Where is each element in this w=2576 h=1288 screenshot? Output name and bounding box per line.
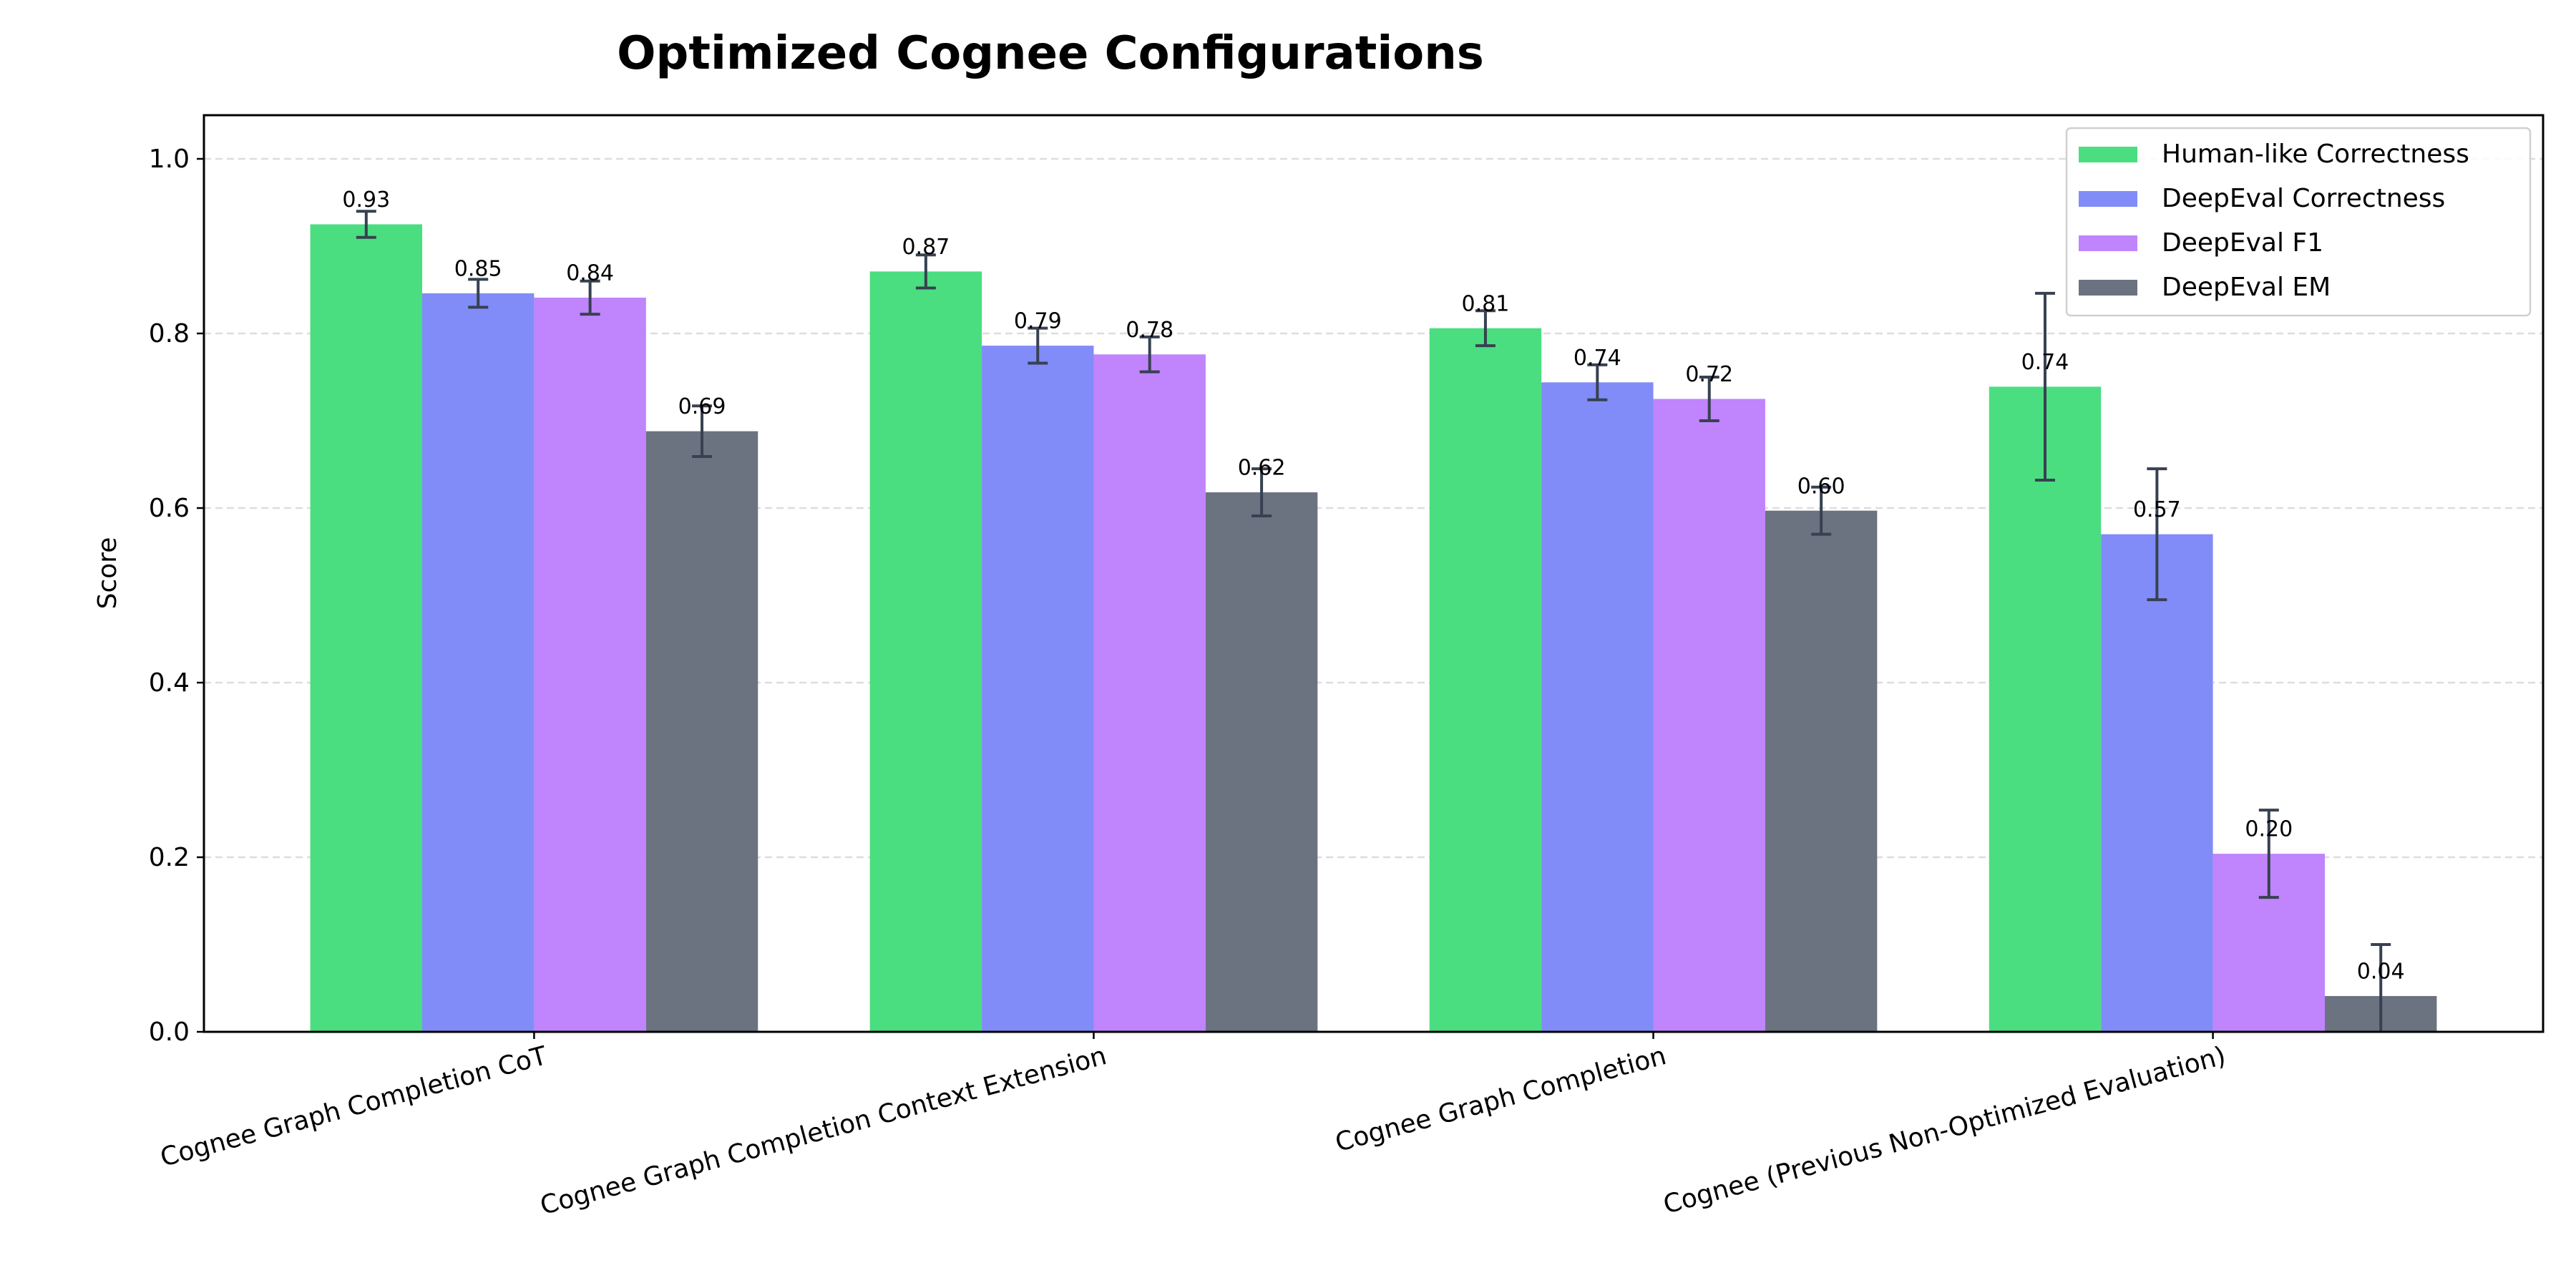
- legend-swatch: [2079, 235, 2137, 251]
- value-label: 0.20: [2245, 817, 2293, 842]
- bar: [2101, 534, 2213, 1032]
- y-tick-label: 0.8: [149, 319, 190, 348]
- bar: [422, 293, 535, 1032]
- legend-label: Human-like Correctness: [2162, 140, 2469, 169]
- legend-swatch: [2079, 280, 2137, 296]
- legend-swatch: [2079, 191, 2137, 207]
- bar: [982, 346, 1094, 1033]
- y-tick-label: 0.0: [149, 1018, 190, 1047]
- bar: [1093, 354, 1206, 1032]
- x-tick-label: Cognee Graph Completion CoT: [157, 1041, 551, 1173]
- value-label: 0.93: [342, 187, 390, 213]
- value-label: 0.74: [2021, 350, 2069, 375]
- plot-frame: [203, 114, 2545, 1033]
- value-label: 0.78: [1126, 318, 1174, 343]
- chart-title: Optimized Cognee Configurations: [617, 27, 1484, 80]
- bar: [1765, 510, 1878, 1032]
- bar: [1541, 382, 1654, 1032]
- legend-swatch: [2079, 147, 2137, 162]
- value-label: 0.81: [1462, 291, 1510, 316]
- bar: [534, 297, 646, 1033]
- bar: [1429, 328, 1542, 1032]
- y-tick-label: 0.6: [149, 494, 190, 523]
- y-tick-label: 1.0: [149, 145, 190, 174]
- value-label: 0.60: [1797, 474, 1845, 499]
- y-tick-label: 0.4: [149, 668, 190, 698]
- value-label: 0.85: [454, 256, 502, 281]
- bar: [1205, 492, 1318, 1032]
- bar: [310, 224, 423, 1032]
- legend-box: [2065, 127, 2532, 317]
- value-label: 0.69: [678, 394, 726, 419]
- bar: [1653, 399, 1765, 1032]
- x-tick-label: Cognee Graph Completion: [1332, 1041, 1669, 1158]
- value-label: 0.84: [566, 261, 614, 286]
- legend: Human-like Correctness DeepEval Correctne…: [2065, 127, 2532, 317]
- bar: [869, 271, 982, 1032]
- legend-label: DeepEval EM: [2162, 273, 2331, 302]
- value-label: 0.74: [1574, 346, 1621, 371]
- value-label: 0.62: [1238, 456, 1286, 481]
- value-label: 0.79: [1014, 309, 1062, 334]
- x-tick-label: Cognee Graph Completion Context Extensio…: [537, 1041, 1110, 1221]
- legend-label: DeepEval F1: [2162, 228, 2323, 258]
- value-label: 0.87: [902, 235, 950, 260]
- x-tick-label: Cognee (Previous Non-Optimized Evaluatio…: [1660, 1041, 2229, 1220]
- value-label: 0.57: [2133, 497, 2181, 522]
- y-tick-label: 0.2: [149, 843, 190, 872]
- y-axis-label: Score: [93, 537, 122, 610]
- value-label: 0.04: [2357, 960, 2405, 985]
- value-label: 0.72: [1685, 362, 1733, 387]
- bar: [645, 431, 758, 1032]
- bar: [1989, 386, 2102, 1032]
- legend-label: DeepEval Correctness: [2162, 184, 2445, 213]
